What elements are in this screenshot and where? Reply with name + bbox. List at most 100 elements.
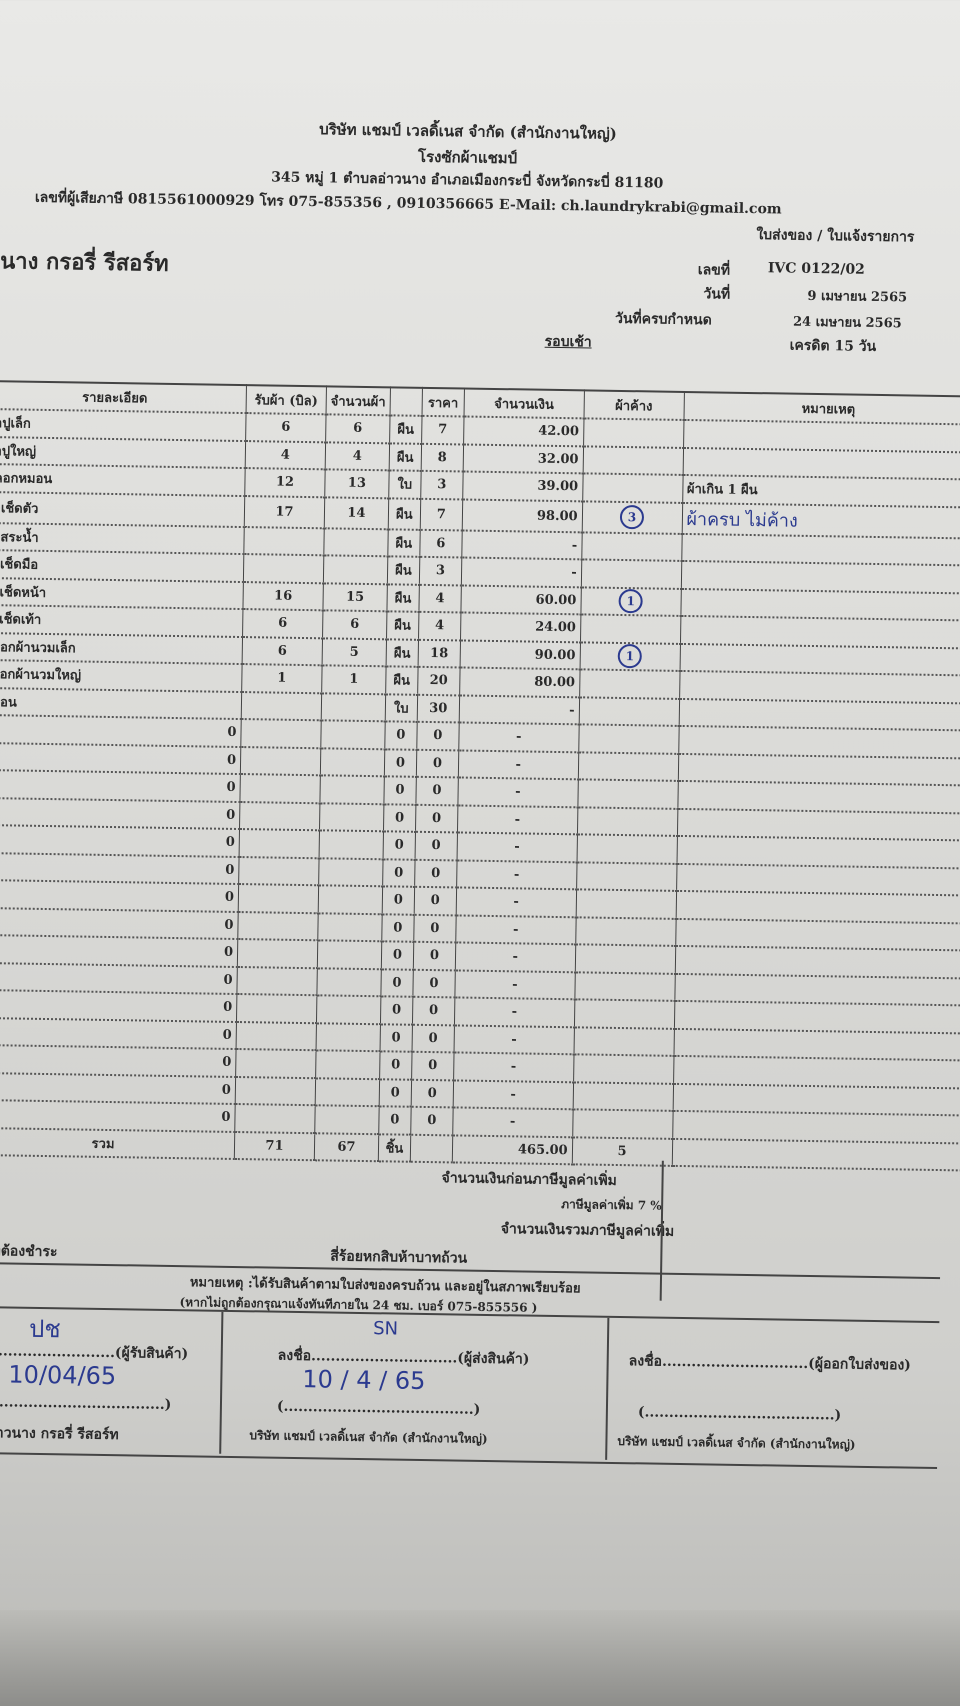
unit: 0 — [383, 803, 416, 832]
item-name: 0 — [0, 714, 242, 747]
unit: ผืน — [387, 528, 421, 557]
amount: - — [456, 859, 577, 890]
amount: 60.00 — [460, 584, 582, 615]
received-count — [239, 829, 320, 858]
price: 7 — [420, 498, 463, 530]
item-name: 0 — [0, 1072, 236, 1104]
underlying-page-shadow — [0, 1610, 960, 1706]
unit: 0 — [381, 941, 414, 970]
issuer-signature-box: ลงชื่อ..............................(ผู้… — [607, 1318, 949, 1465]
received-count — [235, 1076, 316, 1106]
amount: - — [454, 997, 575, 1027]
received-count — [237, 939, 318, 968]
item-name: 0 — [0, 852, 240, 885]
received-count: 6 — [242, 609, 323, 638]
total-vat-label: จำนวนเงินรวมภาษีมูลค่าเพิ่ม — [500, 1221, 675, 1240]
price: 0 — [412, 996, 455, 1025]
item-name: 0 — [0, 824, 240, 857]
missing-count — [576, 834, 677, 864]
credit-terms: เครดิต 15 วัน — [789, 337, 877, 355]
missing-count — [572, 1081, 674, 1111]
quantity: 15 — [322, 582, 388, 612]
price: 3 — [420, 470, 463, 499]
amount: - — [452, 1107, 573, 1137]
amount: - — [456, 887, 577, 917]
amount: - — [453, 1024, 575, 1055]
price: 20 — [417, 666, 460, 695]
vat-label: ภาษีมูลค่าเพิ่ม 7 % — [561, 1197, 662, 1213]
total-missing: 5 — [571, 1136, 673, 1166]
unit: 0 — [382, 886, 415, 915]
receiver-handwritten-date: 10/04/65 — [8, 1360, 117, 1391]
item-name: 0 — [0, 907, 239, 940]
sender-handwritten-signature: SN — [373, 1318, 399, 1340]
price: 0 — [415, 804, 458, 833]
quantity — [318, 885, 383, 914]
unit: 0 — [381, 913, 415, 942]
received-count: 17 — [244, 495, 325, 528]
invoice-paper: บริษัท แชมป์ เวลดิ้เนส จำกัด (สำนักงานให… — [0, 120, 960, 1470]
price: 0 — [410, 1106, 454, 1135]
received-count: 1 — [241, 664, 323, 693]
amount: 90.00 — [459, 639, 581, 670]
amount: - — [454, 969, 575, 1000]
amount: 24.00 — [460, 612, 581, 642]
price: 0 — [411, 1079, 454, 1108]
column-header — [389, 387, 423, 416]
missing-count — [574, 971, 675, 1001]
quantity — [319, 775, 385, 804]
total-received: 71 — [234, 1131, 315, 1161]
received-count: 4 — [245, 440, 326, 470]
missing-count — [581, 531, 682, 561]
unit: ใบ — [385, 693, 418, 722]
price: 8 — [421, 443, 464, 472]
quantity: 14 — [324, 496, 389, 529]
price — [410, 1134, 453, 1163]
quantity — [320, 720, 386, 749]
amount: 98.00 — [462, 498, 583, 532]
price: 0 — [414, 886, 457, 915]
item-name: หมอน — [0, 687, 242, 720]
unit: 0 — [382, 858, 415, 887]
price: 0 — [413, 914, 457, 943]
received-count: 6 — [242, 636, 323, 666]
price: 0 — [414, 859, 457, 888]
amount: - — [458, 749, 579, 780]
price: 18 — [417, 639, 461, 668]
quantity — [314, 1105, 380, 1134]
unit: 0 — [378, 1106, 412, 1135]
price: 4 — [418, 584, 462, 613]
unit: ผืน — [389, 442, 422, 471]
amount: - — [459, 694, 580, 725]
unit: ผืน — [389, 415, 422, 444]
missing-count — [578, 696, 680, 726]
unit: 0 — [380, 968, 414, 997]
missing-count — [582, 445, 684, 475]
quantity: 5 — [322, 637, 387, 667]
quantity — [318, 857, 383, 887]
unit: 0 — [384, 721, 418, 750]
unit: ผืน — [385, 638, 419, 667]
item-name: ปลอกผ้านวมใหญ่ — [0, 659, 243, 692]
date-label: วันที่ — [703, 286, 731, 303]
doc-date: 9 เมษายน 2565 — [807, 288, 908, 306]
received-count — [238, 856, 320, 886]
received-count: 12 — [244, 468, 326, 497]
quantity — [316, 967, 382, 997]
unit: 0 — [384, 748, 417, 777]
amount: - — [461, 529, 582, 560]
price: 0 — [416, 749, 459, 778]
unit: 0 — [379, 1051, 412, 1080]
received-count — [238, 884, 319, 913]
remark: ผ้าครบ ไม่ค้าง — [681, 502, 960, 538]
issuer-date-line: (.......................................… — [637, 1404, 842, 1424]
sender-handwritten-date: 10 / 4 / 65 — [302, 1365, 426, 1396]
price: 0 — [411, 1024, 455, 1053]
price: 0 — [412, 969, 456, 998]
sender-date-line: (.......................................… — [276, 1398, 481, 1418]
before-vat-label: จำนวนเงินก่อนภาษีมูลค่าเพิ่ม — [441, 1170, 617, 1189]
column-header: ผ้าค้าง — [583, 390, 684, 420]
total-label: รวม — [0, 1127, 235, 1159]
quantity — [323, 555, 388, 584]
unit: 0 — [382, 831, 416, 860]
